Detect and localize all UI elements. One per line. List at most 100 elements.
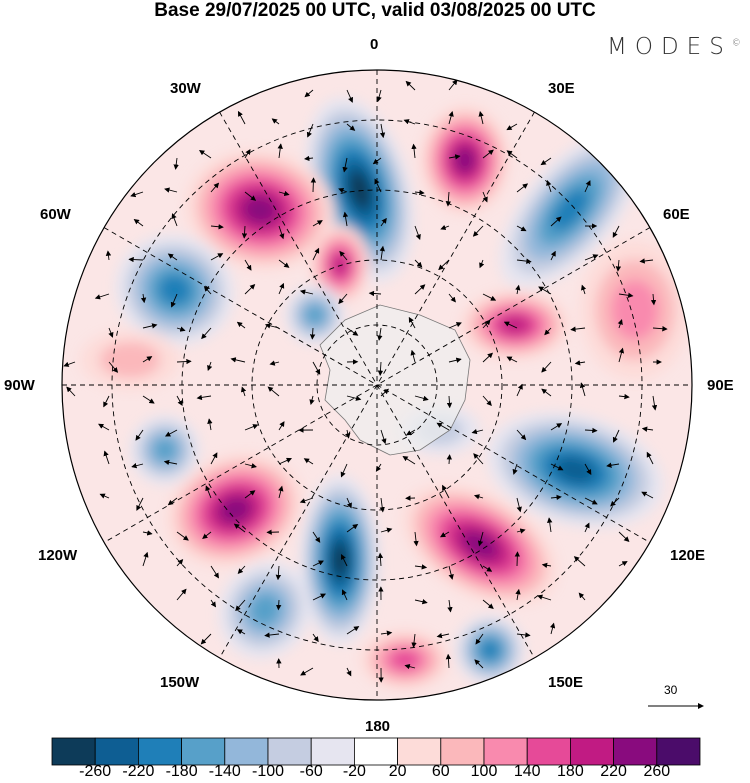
wind-arrow: [210, 599, 217, 608]
wind-arrow: [544, 327, 552, 336]
wind-arrow: [515, 588, 521, 601]
wind-arrow: [133, 219, 144, 227]
colorbar-tick-label: -20: [342, 763, 366, 780]
wind-arrow: [652, 326, 668, 332]
lon-label-90e: 90E: [707, 377, 734, 394]
wind-arrow: [482, 149, 494, 159]
wind-arrow: [312, 593, 327, 601]
wind-arrow: [479, 259, 485, 269]
wind-arrow: [66, 386, 76, 397]
colorbar: [51, 737, 701, 766]
wind-arrow: [573, 556, 586, 567]
wind-arrow: [170, 293, 178, 308]
wind-arrow: [550, 423, 563, 431]
colorbar-tick-label: 60: [431, 763, 450, 780]
wind-arrow: [541, 562, 552, 569]
anomaly-contour: [500, 315, 530, 335]
logo-mark: ©: [731, 38, 741, 49]
anomaly-contour: [249, 593, 281, 627]
wind-arrow: [473, 494, 484, 500]
wind-arrow: [142, 551, 149, 567]
colorbar-swatch: [613, 737, 658, 766]
wind-arrow: [380, 429, 387, 445]
wind-arrow: [474, 659, 484, 669]
wind-arrow: [207, 361, 213, 371]
lon-label-150e: 150E: [548, 674, 584, 691]
wind-arrow: [414, 225, 421, 240]
wind-arrow: [278, 457, 292, 465]
wind-arrow: [439, 531, 450, 538]
wind-arrow: [516, 528, 526, 534]
wind-arrow: [414, 395, 429, 401]
wind-arrow: [482, 565, 493, 572]
colorbar-swatch: [397, 737, 442, 766]
wind-arrow: [516, 258, 532, 264]
wind-arrow: [618, 531, 630, 542]
wind-arrow: [203, 285, 212, 295]
anomaly-contour: [554, 456, 596, 484]
wind-arrow: [278, 421, 285, 431]
wind-arrow: [482, 352, 494, 363]
lon-label-60e: 60E: [663, 206, 690, 223]
wind-arrow: [131, 463, 144, 469]
wind-arrow: [377, 552, 384, 567]
wind-arrow: [63, 361, 76, 367]
wind-arrow: [617, 319, 623, 329]
colorbar-swatch: [570, 737, 615, 766]
wind-arrow: [446, 395, 453, 409]
wind-arrow: [612, 225, 620, 238]
colorbar-tick-label: -180: [165, 763, 198, 780]
wind-arrow: [506, 356, 518, 363]
wind-arrow: [515, 284, 521, 295]
colorbar-tick-label: -100: [251, 763, 285, 780]
wind-arrow: [108, 361, 119, 373]
wind-arrow: [377, 361, 384, 377]
wind-arrow: [230, 357, 246, 363]
wind-arrow: [312, 560, 324, 567]
wind-arrow: [448, 357, 462, 363]
wind-arrow: [650, 293, 657, 306]
wind-arrow: [176, 531, 189, 541]
wind-arrow: [448, 322, 462, 329]
wind-arrow: [108, 327, 114, 338]
colorbar-swatch: [137, 737, 182, 766]
wind-arrow: [482, 599, 494, 609]
wind-arrow: [516, 632, 531, 638]
wind-arrow: [506, 123, 518, 131]
colorbar-swatch: [94, 737, 139, 766]
wind-arrow: [482, 293, 497, 301]
wind-arrow: [278, 190, 290, 197]
wind-arrow: [304, 155, 314, 162]
wind-arrow: [236, 629, 246, 635]
wind-arrow: [142, 356, 153, 363]
wind-arrow: [448, 565, 454, 580]
wind-arrow: [346, 497, 352, 509]
wind-arrow: [473, 453, 484, 465]
wind-arrow: [547, 517, 553, 533]
wind-arrow: [414, 284, 426, 295]
wind-arrow: [167, 253, 178, 261]
wind-arrow: [550, 216, 562, 227]
wind-arrow: [341, 553, 348, 567]
anomaly-contour: [349, 171, 371, 209]
wind-arrow: [173, 157, 179, 170]
anomaly-contour: [390, 650, 420, 670]
anomaly-contour: [219, 496, 251, 524]
wind-arrow: [436, 632, 450, 639]
wind-arrow: [406, 429, 416, 436]
wind-arrow: [235, 599, 246, 612]
colorbar-swatch: [526, 737, 571, 766]
lon-label-30w: 30W: [170, 80, 201, 97]
map-boundary: [61, 69, 693, 701]
wind-arrow: [306, 123, 314, 138]
wind-arrow: [244, 259, 252, 271]
colorbar-swatch: [224, 737, 269, 766]
wind-arrow: [448, 79, 458, 91]
wind-arrow: [233, 523, 246, 533]
wind-arrow: [379, 245, 385, 261]
wind-arrow: [342, 211, 349, 227]
wind-arrow: [176, 395, 183, 407]
wind-arrow: [338, 293, 348, 305]
colorbar-tick-label: 100: [470, 763, 498, 780]
